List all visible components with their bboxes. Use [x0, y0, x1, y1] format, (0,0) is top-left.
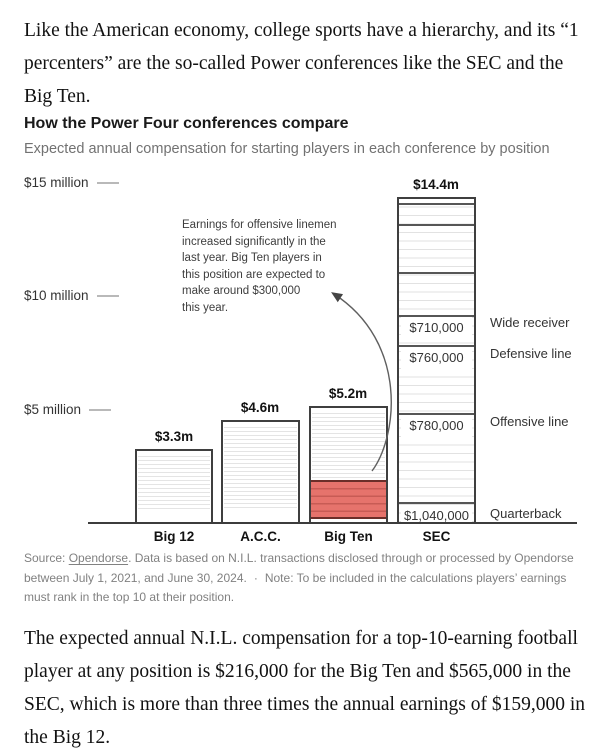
segment-divider — [399, 272, 474, 274]
bar-category-label-sec: SEC — [422, 529, 451, 544]
y-tick-label: $5 million — [24, 402, 82, 417]
bar-stripes — [312, 410, 385, 478]
bar-sec: $710,000 $760,000 $780,000 $1,040,000 — [397, 197, 476, 527]
annotation-line: make around $300,000 — [182, 285, 301, 297]
annotation-line: this position are expected to — [182, 268, 326, 281]
annotation-line: increased significantly in the — [182, 235, 326, 248]
source-prefix: Source: — [24, 551, 66, 565]
segment-value-label: $710,000 — [401, 317, 472, 339]
bar-acc — [221, 420, 300, 524]
bar-total-label-sec: $14.4m — [413, 177, 459, 192]
bar-category-label-big-ten: Big Ten — [324, 529, 373, 544]
segment-value-label: $1,040,000 — [401, 505, 472, 527]
x-axis-baseline — [88, 522, 577, 524]
source-separator: · — [253, 570, 258, 585]
segment-divider — [399, 413, 474, 415]
y-tick-label: $10 million — [24, 288, 89, 303]
annotation-line: last year. Big Ten players in — [182, 252, 322, 264]
source-text: . Data is based on N.I.L. transactions d… — [24, 551, 574, 585]
body-paragraph: The expected annual N.I.L. compensation … — [24, 628, 586, 748]
source-note-text: Note: To be included in the calculations… — [24, 570, 567, 605]
y-axis-tick-10m: $10 million — [24, 288, 119, 303]
bar-stripes — [224, 424, 297, 510]
position-label-defensive-line: Defensive line — [490, 346, 572, 361]
bar-category-label-big-12: Big 12 — [153, 529, 195, 544]
highlighted-segment-offensive-line — [311, 480, 386, 519]
segment-divider — [399, 345, 474, 347]
chart-plot-area: $15 million $10 million $5 million $3.3m… — [24, 170, 589, 556]
segment-divider — [399, 224, 474, 226]
bar-total-label-acc: $4.6m — [240, 400, 280, 415]
segment-value-label: $780,000 — [401, 415, 472, 437]
bar-total-label-big-ten: $5.2m — [328, 386, 368, 401]
tick-dash-icon — [96, 181, 119, 184]
bar-big-ten — [309, 406, 388, 524]
segment-divider — [399, 203, 474, 205]
chart-title: How the Power Four conferences compare — [24, 115, 349, 132]
bar-total-label-big-12: $3.3m — [154, 429, 194, 444]
tick-dash-icon — [89, 408, 112, 411]
segment-value-label: $760,000 — [401, 347, 472, 369]
position-label-wide-receiver: Wide receiver — [490, 315, 570, 330]
position-label-offensive-line: Offensive line — [490, 414, 569, 429]
chart-annotation: Earnings for offensive linemen increased… — [182, 217, 337, 316]
bar-category-label-acc: A.C.C. — [240, 529, 281, 544]
source-note: Source: Opendorse. Data is based on N.I.… — [24, 549, 590, 608]
y-axis-tick-5m: $5 million — [24, 402, 112, 417]
chart-subtitle: Expected annual compensation for startin… — [24, 141, 550, 157]
annotation-line: Earnings for offensive linemen — [182, 219, 337, 231]
segment-divider — [399, 502, 474, 504]
y-tick-label: $15 million — [24, 175, 89, 190]
position-label-quarterback: Quarterback — [490, 506, 562, 521]
bar-stripes — [138, 453, 210, 510]
y-axis-tick-15m: $15 million — [24, 175, 119, 190]
segment-divider — [399, 315, 474, 317]
intro-paragraph: Like the American economy, college sport… — [24, 20, 579, 107]
annotation-line: this year. — [182, 301, 229, 314]
tick-dash-icon — [96, 294, 119, 297]
source-link[interactable]: Opendorse — [68, 551, 129, 565]
bar-big-12 — [135, 449, 213, 524]
